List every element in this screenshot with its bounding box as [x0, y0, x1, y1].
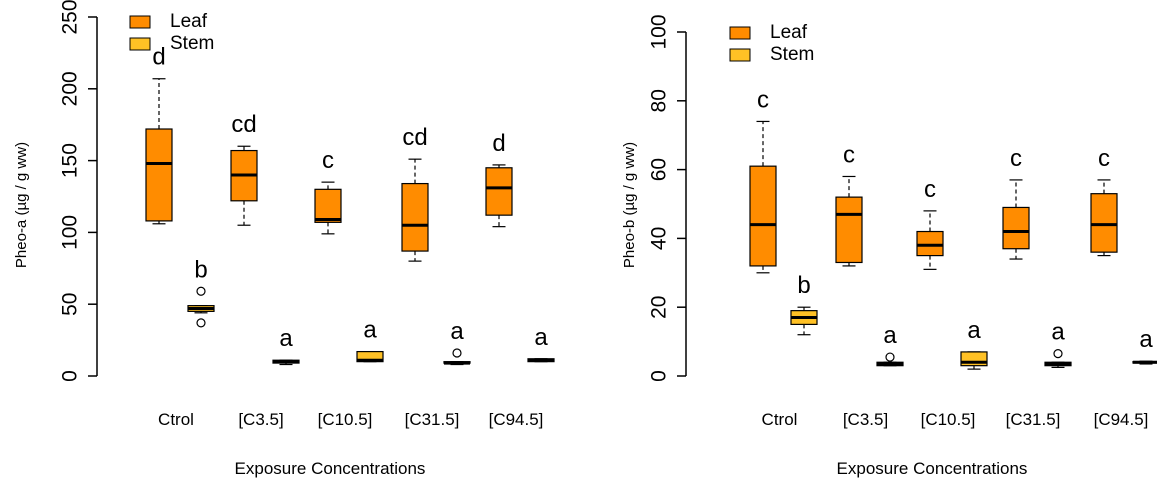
leaf-box — [1090, 193, 1118, 253]
significance-letter: b — [797, 272, 810, 299]
x-tick-label: [C10.5] — [921, 410, 976, 429]
leaf-box — [145, 128, 173, 222]
leaf-box — [314, 188, 342, 223]
significance-letter: c — [1010, 145, 1022, 172]
y-tick-label: 0 — [648, 370, 671, 382]
significance-letter: b — [194, 256, 207, 283]
significance-letter: a — [363, 317, 377, 344]
x-tick-label: [C31.5] — [1006, 410, 1061, 429]
pheo-a-boxplot: 0 50 100 150 200 250 Pheo-a (µg / g ww) Exposur… — [13, 0, 555, 478]
x-tick-label: [C94.5] — [1094, 410, 1149, 429]
x-axis-label: Exposure Concentrations — [235, 459, 426, 478]
x-tick-label: [C31.5] — [405, 410, 460, 429]
y-tick-label: 80 — [648, 89, 671, 112]
significance-letter: d — [152, 44, 165, 71]
x-tick-label: Ctrol — [762, 410, 798, 429]
significance-letter: cd — [402, 124, 427, 151]
significance-letter: c — [757, 86, 769, 113]
chart-panel-pheo-b: 0 20 40 60 80 100 Pheo-b (µg / g ww) Exposure C… — [580, 0, 1157, 486]
legend-label-stem: Stem — [170, 33, 214, 54]
y-tick-label: 100 — [59, 215, 82, 250]
legend-label-stem: Stem — [770, 44, 814, 65]
legend-swatch-stem — [729, 48, 751, 62]
x-axis-label: Exposure Concentrations — [837, 459, 1028, 478]
leaf-box — [485, 167, 513, 216]
x-tick-label: [C3.5] — [238, 410, 283, 429]
legend-swatch-leaf — [129, 15, 151, 29]
significance-letter: c — [843, 141, 855, 168]
x-tick-label: [C10.5] — [318, 410, 373, 429]
significance-letter: a — [450, 318, 464, 345]
pheo-b-boxplot: 0 20 40 60 80 100 Pheo-b (µg / g ww) Exposure C… — [621, 14, 1157, 478]
significance-letter: cd — [231, 111, 256, 138]
leaf-box — [916, 230, 944, 257]
significance-letter: a — [1139, 326, 1153, 353]
chart-panel-pheo-a: 0 50 100 150 200 250 Pheo-a (µg / g ww) Exposur… — [13, 0, 555, 478]
y-tick-label: 100 — [648, 14, 671, 49]
y-axis-label: Pheo-b (µg / g ww) — [621, 142, 638, 268]
significance-letter: a — [534, 324, 548, 351]
significance-letter: c — [1098, 145, 1110, 172]
legend-swatch-leaf — [729, 26, 751, 40]
leaf-box — [835, 196, 863, 264]
y-tick-label: 150 — [59, 143, 82, 178]
y-tick-label: 250 — [59, 0, 82, 35]
significance-letter: a — [279, 325, 293, 352]
outlier-point — [1053, 349, 1063, 359]
y-tick-label: 20 — [648, 296, 671, 319]
outlier-point — [452, 348, 462, 358]
leaf-box — [401, 182, 429, 252]
outlier-point — [885, 352, 895, 362]
significance-letter: a — [967, 317, 981, 344]
x-tick-label: [C94.5] — [489, 410, 544, 429]
y-tick-label: 50 — [59, 293, 82, 316]
y-tick-label: 40 — [648, 227, 671, 250]
y-tick-label: 200 — [59, 71, 82, 106]
significance-letter: c — [924, 176, 936, 203]
outlier-point — [196, 286, 206, 296]
significance-letter: a — [1051, 319, 1065, 346]
x-tick-label: [C3.5] — [843, 410, 888, 429]
leaf-box — [1002, 206, 1030, 250]
y-axis-label: Pheo-a (µg / g ww) — [13, 142, 30, 268]
x-tick-label: Ctrol — [158, 410, 194, 429]
leaf-box — [749, 165, 777, 267]
outlier-point — [196, 318, 206, 328]
legend-swatch-stem — [129, 37, 151, 51]
y-tick-label: 0 — [59, 370, 82, 382]
significance-letter: c — [322, 147, 334, 174]
legend-label-leaf: Leaf — [170, 11, 208, 32]
legend-label-leaf: Leaf — [770, 22, 808, 43]
y-tick-label: 60 — [648, 158, 671, 181]
significance-letter: a — [883, 322, 897, 349]
significance-letter: d — [492, 130, 505, 157]
